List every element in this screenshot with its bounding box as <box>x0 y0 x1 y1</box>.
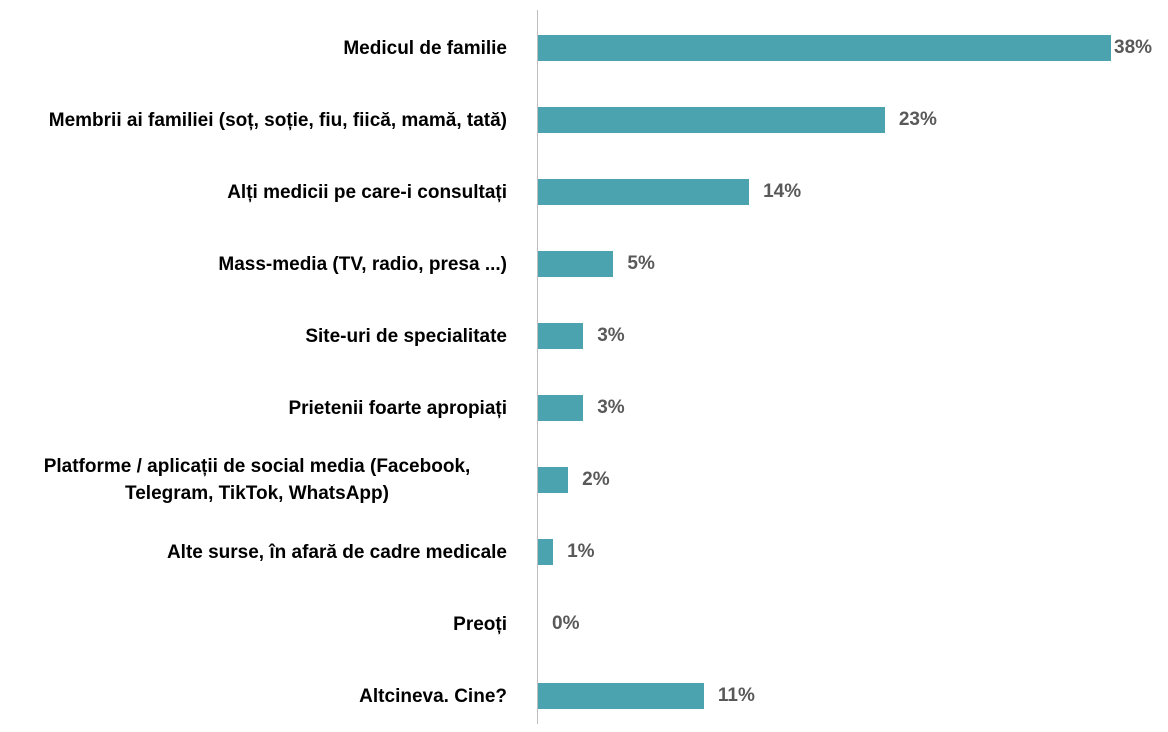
bar-row: Medicul de familie 38% <box>0 12 1168 84</box>
bar-row: Membrii ai familiei (soț, soție, fiu, fi… <box>0 84 1168 156</box>
value-label: 38% <box>1114 37 1153 58</box>
bar <box>538 323 584 349</box>
bar-row: Alți medicii pe care-i consultați 14% <box>0 156 1168 228</box>
bar-row: Preoți 0% <box>0 588 1168 660</box>
category-label: Preoți <box>453 588 507 660</box>
value-label: 14% <box>763 181 802 202</box>
category-text: Mass-media (TV, radio, presa ...) <box>218 253 507 275</box>
value-label: 3% <box>597 397 625 418</box>
value-label: 2% <box>582 469 610 490</box>
bar-row: Altcineva. Cine? 11% <box>0 660 1168 732</box>
bar <box>538 395 584 421</box>
bar-row: Platforme / aplicații de social media (F… <box>0 444 1168 516</box>
bar <box>538 467 569 493</box>
category-text: Prietenii foarte apropiați <box>288 397 507 419</box>
bar-row: Alte surse, în afară de cadre medicale 1% <box>0 516 1168 588</box>
bar <box>538 251 614 277</box>
category-label: Site-uri de specialitate <box>305 300 507 372</box>
bar-row: Site-uri de specialitate 3% <box>0 300 1168 372</box>
category-label: Alte surse, în afară de cadre medicale <box>167 516 507 588</box>
bar-row: Mass-media (TV, radio, presa ...) 5% <box>0 228 1168 300</box>
category-text: Site-uri de specialitate <box>305 325 507 347</box>
axis-line <box>537 10 538 724</box>
bar <box>538 179 750 205</box>
category-text: Altcineva. Cine? <box>359 685 507 707</box>
category-label: Alți medicii pe care-i consultați <box>227 156 507 228</box>
value-label: 3% <box>597 325 625 346</box>
bar <box>538 539 554 565</box>
category-label: Platforme / aplicații de social media (F… <box>7 444 507 516</box>
value-label: 23% <box>898 109 937 130</box>
category-text: Alți medicii pe care-i consultați <box>227 181 507 203</box>
category-label: Prietenii foarte apropiați <box>288 372 507 444</box>
value-label: 1% <box>567 541 595 562</box>
bar-row: Prietenii foarte apropiați 3% <box>0 372 1168 444</box>
category-text: Alte surse, în afară de cadre medicale <box>166 541 507 563</box>
bar <box>538 35 1112 61</box>
category-text: Membrii ai familiei (soț, soție, fiu, fi… <box>48 109 507 131</box>
category-label: Membrii ai familiei (soț, soție, fiu, fi… <box>49 84 507 156</box>
category-label: Altcineva. Cine? <box>359 660 507 732</box>
value-label: 5% <box>627 253 655 274</box>
value-label: 11% <box>717 685 755 706</box>
bar <box>538 107 885 133</box>
category-text: Medicul de familie <box>343 37 507 59</box>
category-text: Preoți <box>453 613 507 635</box>
category-text: Platforme / aplicații de social media (F… <box>43 456 471 504</box>
value-label: 0% <box>552 613 580 634</box>
category-label: Mass-media (TV, radio, presa ...) <box>218 228 507 300</box>
category-label: Medicul de familie <box>343 12 507 84</box>
bar <box>538 683 704 709</box>
